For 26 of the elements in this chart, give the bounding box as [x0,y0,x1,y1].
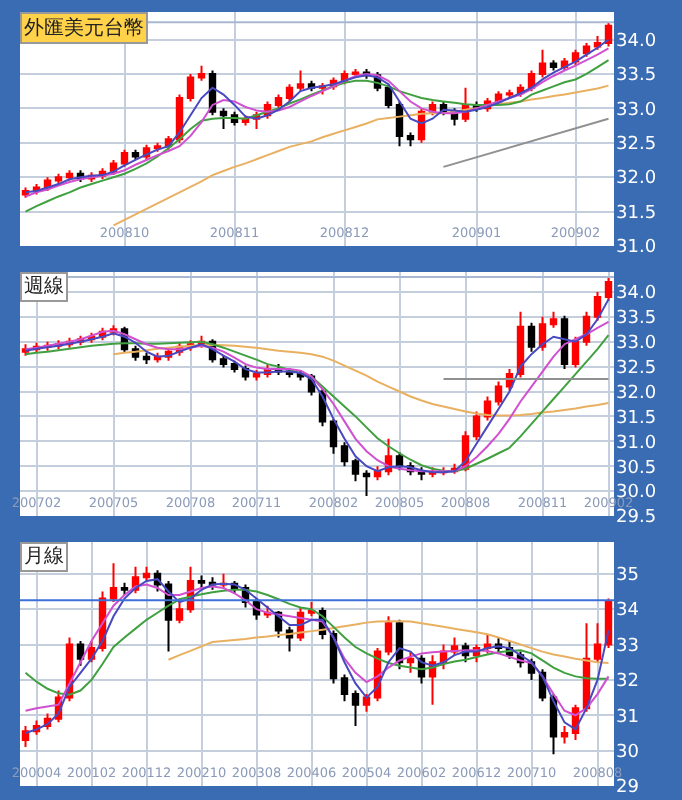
y-tick-label: 33.0 [616,100,657,121]
y-tick-label: 29.5 [616,508,657,529]
y-tick-label: 31.5 [616,203,657,224]
y-tick-label: 34.0 [616,284,657,305]
y-tick-label: 31.5 [616,408,657,429]
y-tick-label: 32.0 [616,169,657,190]
y-tick-label: 32.5 [616,135,657,156]
y-tick-label: 31.0 [616,433,657,454]
y-tick-label: 33.5 [616,66,657,87]
chart-title: 外匯美元台幣 [24,16,144,40]
y-tick-label: 33.5 [616,309,657,330]
chart-title: 週線 [24,276,64,298]
y-tick-label: 29 [616,778,640,799]
chart-title: 月線 [24,546,64,568]
y-tick-label: 35 [616,566,639,587]
y-tick-label: 30 [616,742,640,763]
y-tick-label: 32.0 [616,383,657,404]
y-tick-label: 32.5 [616,358,657,379]
y-tick-label: 34 [616,601,640,622]
y-tick-label: 33.0 [616,334,657,355]
y-tick-label: 31 [616,707,639,728]
y-tick-label: 32 [616,672,639,693]
y-tick-label: 31.0 [616,238,657,259]
y-tick-label: 33 [616,636,639,657]
y-tick-label: 34.0 [616,31,657,52]
y-tick-label: 30.5 [616,458,657,479]
